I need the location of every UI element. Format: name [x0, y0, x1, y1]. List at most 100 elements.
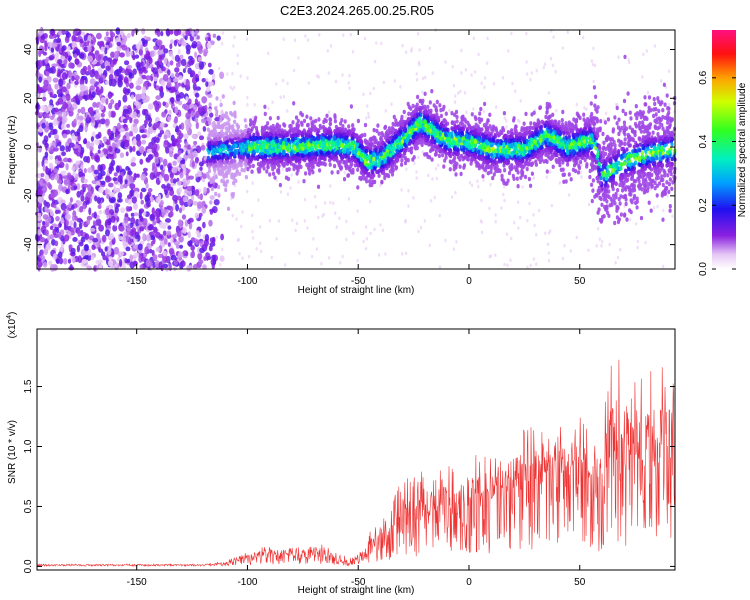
heatmap-cell: [68, 259, 71, 264]
heatmap-cell: [140, 174, 146, 181]
heatmap-cell: [546, 175, 548, 179]
heatmap-cell: [71, 186, 74, 190]
heatmap-cell: [146, 157, 151, 162]
heatmap-cell: [108, 260, 113, 267]
heatmap-cell: [275, 237, 277, 241]
heatmap-cell: [59, 258, 63, 265]
heatmap-cell: [510, 237, 512, 241]
heatmap-cell: [197, 201, 203, 208]
heatmap-cell: [191, 134, 197, 139]
heatmap-cell: [84, 244, 89, 251]
heatmap-cell: [509, 258, 511, 262]
heatmap-cell: [107, 219, 111, 225]
heatmap-cell: [405, 167, 407, 171]
heatmap-cell: [117, 175, 122, 182]
heatmap-cell: [99, 165, 103, 173]
heatmap-cell: [143, 168, 148, 172]
heatmap-cell: [439, 214, 441, 218]
heatmap-cell: [77, 230, 81, 237]
heatmap-cell: [147, 225, 153, 231]
heatmap-cell: [87, 167, 92, 173]
heatmap-cell: [494, 253, 496, 257]
heatmap-cell: [77, 201, 82, 206]
heatmap-cell: [100, 97, 106, 104]
heatmap-cell: [83, 66, 88, 72]
heatmap-cell: [544, 232, 546, 236]
heatmap-cell: [61, 47, 64, 53]
heatmap-cell: [65, 189, 69, 194]
heatmap-cell: [367, 112, 369, 116]
heatmap-cell: [101, 113, 105, 118]
heatmap-cell: [477, 185, 479, 189]
heatmap-cell: [95, 50, 100, 56]
heatmap-cell: [44, 230, 49, 236]
heatmap-cell: [432, 71, 434, 75]
heatmap-cell: [70, 107, 74, 112]
heatmap-cell: [421, 90, 423, 94]
heatmap-cell: [246, 103, 248, 107]
heatmap-cell: [62, 134, 67, 139]
heatmap-cell: [297, 56, 299, 60]
heatmap-cell: [60, 247, 64, 252]
heatmap-cell: [423, 105, 426, 109]
heatmap-cell: [48, 42, 53, 48]
heatmap-cell: [568, 172, 571, 176]
heatmap-cell: [495, 220, 497, 224]
heatmap-cell: [120, 207, 125, 213]
heatmap-cell: [126, 259, 130, 264]
heatmap-cell: [79, 53, 84, 59]
heatmap-cell: [362, 93, 364, 97]
heatmap-cell: [133, 203, 138, 210]
heatmap-cell: [188, 231, 191, 238]
heatmap-cell: [267, 107, 269, 111]
heatmap-cell: [106, 31, 109, 36]
heatmap-cell: [118, 236, 124, 240]
heatmap-cell: [488, 113, 491, 117]
heatmap-cell: [297, 180, 299, 184]
heatmap-cell: [155, 232, 161, 239]
heatmap-cell: [199, 135, 204, 140]
heatmap-cell: [150, 50, 155, 57]
heatmap-cell: [503, 199, 505, 203]
heatmap-cell: [191, 111, 195, 116]
heatmap-cell: [643, 95, 646, 99]
heatmap-cell: [356, 185, 359, 189]
heatmap-cell: [105, 176, 111, 183]
heatmap-cell: [416, 72, 418, 76]
heatmap-cell: [51, 66, 56, 74]
heatmap-cell: [321, 214, 323, 218]
heatmap-cell: [666, 106, 669, 110]
heatmap-cell: [548, 259, 550, 263]
heatmap-cell: [168, 187, 173, 191]
heatmap-cell: [103, 136, 107, 142]
heatmap-cell: [420, 226, 422, 230]
heatmap-cell: [42, 221, 45, 225]
heatmap-cell: [110, 197, 115, 203]
heatmap-cell: [142, 86, 146, 93]
heatmap-cell: [105, 98, 108, 105]
heatmap-cell: [199, 61, 205, 69]
heatmap-cell: [102, 235, 107, 243]
heatmap-cell: [79, 206, 83, 213]
heatmap-cell: [237, 62, 239, 66]
heatmap-cell: [175, 55, 180, 62]
heatmap-cell: [478, 111, 481, 115]
heatmap-cell: [107, 247, 111, 255]
heatmap-cell: [592, 47, 594, 51]
heatmap-cell: [44, 160, 48, 164]
heatmap-cell: [494, 213, 496, 217]
heatmap-cell: [134, 173, 137, 180]
heatmap-cell: [246, 37, 248, 41]
heatmap-cell: [563, 244, 565, 248]
heatmap-cell: [88, 207, 91, 215]
heatmap-cell: [562, 257, 564, 261]
heatmap-cell: [90, 228, 96, 232]
heatmap-cell: [407, 189, 409, 193]
heatmap-cell: [61, 86, 67, 92]
heatmap-cell: [141, 200, 144, 205]
heatmap-cell: [203, 48, 208, 54]
heatmap-cell: [45, 151, 49, 158]
heatmap-cell: [108, 111, 111, 118]
heatmap-cell: [154, 152, 159, 158]
heatmap-cell: [343, 177, 346, 181]
